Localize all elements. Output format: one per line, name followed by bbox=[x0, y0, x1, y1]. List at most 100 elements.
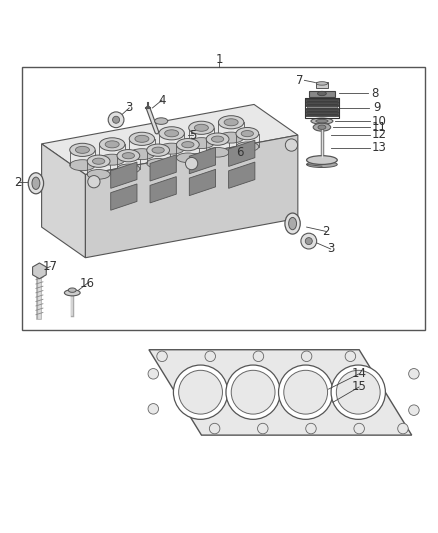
Circle shape bbox=[284, 370, 328, 414]
Ellipse shape bbox=[316, 82, 328, 85]
Text: 4: 4 bbox=[158, 94, 166, 107]
Text: 10: 10 bbox=[371, 115, 386, 127]
Text: 7: 7 bbox=[296, 74, 304, 87]
Circle shape bbox=[301, 233, 317, 249]
Bar bbox=[316, 82, 328, 88]
Bar bbox=[307, 110, 337, 111]
Ellipse shape bbox=[70, 143, 95, 156]
Bar bbox=[305, 101, 339, 103]
Circle shape bbox=[409, 368, 419, 379]
Ellipse shape bbox=[147, 144, 170, 156]
Text: 9: 9 bbox=[373, 101, 381, 114]
Ellipse shape bbox=[122, 152, 134, 159]
Bar bbox=[305, 98, 339, 118]
Bar bbox=[305, 108, 339, 110]
Ellipse shape bbox=[87, 169, 110, 179]
Ellipse shape bbox=[117, 164, 140, 174]
Bar bbox=[307, 103, 337, 104]
Ellipse shape bbox=[99, 154, 125, 165]
Ellipse shape bbox=[159, 127, 184, 140]
Polygon shape bbox=[229, 140, 255, 166]
Text: 8: 8 bbox=[371, 87, 378, 100]
Ellipse shape bbox=[206, 148, 229, 157]
Text: 2: 2 bbox=[322, 225, 330, 238]
Circle shape bbox=[148, 368, 159, 379]
Ellipse shape bbox=[135, 135, 149, 142]
Circle shape bbox=[157, 351, 167, 361]
Text: 6: 6 bbox=[236, 146, 244, 159]
Polygon shape bbox=[149, 350, 412, 435]
Circle shape bbox=[301, 351, 312, 361]
Ellipse shape bbox=[64, 290, 80, 296]
Polygon shape bbox=[111, 184, 137, 210]
Ellipse shape bbox=[129, 149, 155, 159]
Ellipse shape bbox=[152, 147, 164, 153]
Ellipse shape bbox=[182, 142, 194, 148]
Bar bbox=[307, 113, 337, 114]
Circle shape bbox=[231, 370, 275, 414]
Ellipse shape bbox=[285, 139, 297, 151]
Text: 3: 3 bbox=[126, 101, 133, 115]
Ellipse shape bbox=[105, 141, 119, 148]
Ellipse shape bbox=[159, 143, 184, 154]
Ellipse shape bbox=[285, 213, 300, 234]
Ellipse shape bbox=[117, 150, 140, 162]
Circle shape bbox=[354, 423, 364, 434]
Ellipse shape bbox=[311, 118, 333, 124]
Circle shape bbox=[113, 116, 120, 123]
Ellipse shape bbox=[313, 123, 331, 131]
Ellipse shape bbox=[206, 133, 229, 146]
Ellipse shape bbox=[194, 124, 208, 131]
Ellipse shape bbox=[70, 160, 95, 171]
Ellipse shape bbox=[289, 217, 297, 230]
Ellipse shape bbox=[147, 158, 170, 168]
Ellipse shape bbox=[236, 142, 259, 151]
Polygon shape bbox=[42, 144, 85, 258]
Ellipse shape bbox=[307, 161, 337, 167]
Polygon shape bbox=[32, 263, 46, 279]
Circle shape bbox=[148, 403, 159, 414]
Ellipse shape bbox=[186, 157, 198, 169]
Ellipse shape bbox=[189, 138, 214, 149]
Polygon shape bbox=[229, 162, 255, 188]
Bar bbox=[22, 67, 425, 330]
Bar bbox=[305, 114, 339, 116]
Circle shape bbox=[306, 423, 316, 434]
Text: 12: 12 bbox=[371, 128, 386, 141]
Circle shape bbox=[258, 423, 268, 434]
Text: 3: 3 bbox=[327, 243, 334, 255]
Ellipse shape bbox=[28, 173, 44, 194]
Ellipse shape bbox=[88, 175, 100, 188]
Polygon shape bbox=[42, 104, 298, 174]
Circle shape bbox=[409, 405, 419, 415]
Circle shape bbox=[108, 112, 124, 128]
Ellipse shape bbox=[177, 153, 199, 163]
Ellipse shape bbox=[241, 131, 254, 136]
Polygon shape bbox=[189, 148, 215, 174]
Circle shape bbox=[305, 238, 312, 245]
Circle shape bbox=[209, 423, 220, 434]
Ellipse shape bbox=[219, 132, 244, 143]
Text: 1: 1 bbox=[215, 53, 223, 66]
Text: 17: 17 bbox=[43, 260, 58, 273]
Text: 14: 14 bbox=[352, 367, 367, 381]
Ellipse shape bbox=[129, 132, 155, 146]
Ellipse shape bbox=[165, 130, 179, 137]
Ellipse shape bbox=[92, 158, 105, 164]
Text: 13: 13 bbox=[371, 141, 386, 154]
Ellipse shape bbox=[318, 91, 326, 96]
Ellipse shape bbox=[68, 288, 76, 292]
Ellipse shape bbox=[318, 125, 326, 130]
Bar bbox=[305, 98, 339, 100]
Circle shape bbox=[253, 351, 264, 361]
Ellipse shape bbox=[212, 136, 224, 142]
Polygon shape bbox=[85, 135, 298, 258]
Circle shape bbox=[226, 365, 280, 419]
Ellipse shape bbox=[32, 177, 40, 189]
Text: 5: 5 bbox=[189, 128, 196, 142]
Ellipse shape bbox=[316, 119, 328, 123]
Text: 16: 16 bbox=[80, 277, 95, 289]
Polygon shape bbox=[189, 169, 215, 196]
Ellipse shape bbox=[224, 119, 238, 126]
Ellipse shape bbox=[87, 155, 110, 167]
